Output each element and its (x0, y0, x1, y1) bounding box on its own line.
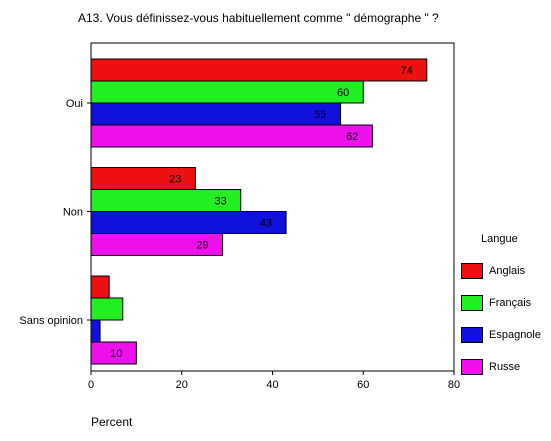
legend-title: Langue (481, 233, 518, 245)
data-label: 23 (169, 174, 181, 186)
data-label: 74 (401, 65, 413, 77)
bar-oui-russe (90, 124, 373, 148)
legend-swatch (461, 263, 483, 279)
x-tick-label: 60 (357, 379, 369, 391)
data-label: 60 (337, 87, 349, 99)
y-tick-label: Sans opinion (19, 315, 83, 327)
bar-oui-français (90, 80, 364, 104)
bar-sans-opinion-français (90, 297, 124, 321)
bar-oui-espagnole (90, 102, 342, 126)
x-tick-label: 20 (176, 379, 188, 391)
legend-swatch (461, 359, 483, 375)
legend-label: Russe (489, 361, 521, 373)
chart-title: A13. Vous définissez-vous habituellement… (78, 11, 439, 25)
legend-label: Anglais (489, 265, 526, 277)
data-label: 43 (260, 218, 272, 230)
bar-sans-opinion-espagnole (90, 319, 101, 343)
bar-non-russe (90, 233, 224, 256)
legend-swatch (461, 327, 483, 343)
legend-label: Français (489, 297, 532, 309)
x-axis-label: Percent (91, 415, 133, 429)
data-label: 55 (314, 109, 326, 121)
data-label: 33 (214, 196, 226, 208)
bar-oui-anglais (90, 58, 428, 82)
x-tick-label: 40 (266, 379, 278, 391)
legend-label: Espagnole (489, 329, 541, 341)
bar-sans-opinion-anglais (90, 275, 110, 299)
bar-sans-opinion-russe (90, 341, 137, 365)
y-tick-label: Oui (66, 98, 83, 110)
data-label: 10 (110, 348, 122, 360)
legend-swatch (461, 295, 483, 311)
y-tick-label: Non (63, 207, 83, 219)
bar-non-espagnole (90, 211, 287, 234)
x-tick-label: 80 (448, 379, 460, 391)
data-label: 29 (196, 240, 208, 252)
x-tick-label: 0 (88, 379, 94, 391)
data-label: 62 (346, 131, 358, 143)
